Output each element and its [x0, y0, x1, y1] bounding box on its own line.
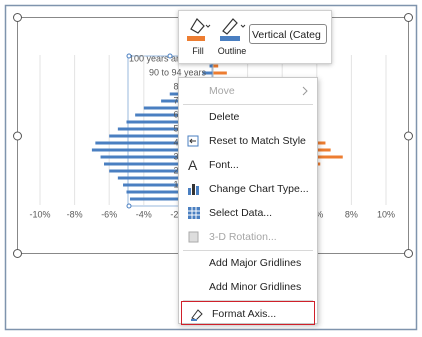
context-menu: Move Delete Reset to Match Style A Font... Ch…: [178, 77, 318, 325]
outline-icon[interactable]: [217, 15, 247, 45]
menu-label: Add Major Gridlines: [209, 257, 302, 269]
menu-label: Font...: [209, 159, 239, 171]
y-tick-label: 90 to 94 years: [149, 67, 207, 77]
submenu-arrow: [302, 86, 308, 96]
handle[interactable]: [13, 13, 22, 22]
menu-label: Change Chart Type...: [209, 183, 309, 195]
axis-handle: [167, 53, 173, 59]
fill-icon[interactable]: [185, 15, 211, 45]
dropdown-text: Vertical (Categ: [252, 29, 321, 41]
x-tick-label: 10%: [377, 209, 395, 219]
menu-label: Delete: [209, 111, 240, 123]
menu-icon: [188, 231, 199, 243]
bar: [202, 71, 213, 75]
menu-separator: [183, 250, 313, 251]
menu-label: Format Axis...: [212, 308, 277, 320]
bar: [123, 183, 213, 187]
handle[interactable]: [404, 131, 413, 141]
menu-separator: [183, 104, 313, 105]
outline-label[interactable]: Outline: [217, 46, 247, 56]
menu-label: Select Data...: [209, 207, 273, 219]
menu-item[interactable]: Format Axis...: [181, 301, 315, 325]
x-tick-label: 8%: [345, 209, 358, 219]
bar: [209, 64, 213, 68]
svg-text:A: A: [188, 158, 198, 172]
bar: [117, 176, 213, 180]
menu-item[interactable]: Add Major Gridlines: [179, 251, 317, 275]
handles: [13, 13, 413, 258]
menu-icon: [188, 207, 200, 219]
menu-item[interactable]: Reset to Match Style: [179, 129, 317, 153]
handle[interactable]: [13, 249, 22, 258]
bar: [135, 113, 213, 117]
bar: [126, 190, 213, 194]
menu-item[interactable]: Select Data...: [179, 201, 317, 225]
y-tick-label: 100 years and over: [129, 53, 206, 63]
x-tick-label: -10%: [29, 209, 50, 219]
menu-label: Move: [209, 85, 235, 97]
bar: [91, 148, 213, 152]
menu-item[interactable]: A Font...: [179, 153, 317, 177]
axis-handle: [126, 53, 132, 59]
menu-item: Move: [179, 79, 317, 103]
menu-item[interactable]: Delete: [179, 105, 317, 129]
handle[interactable]: [13, 131, 22, 141]
bar: [109, 134, 213, 138]
bar: [109, 169, 213, 173]
menu-icon: [188, 184, 199, 195]
bar: [126, 120, 213, 124]
window-border: [4, 4, 418, 331]
handle[interactable]: [404, 249, 413, 258]
menu-icon: [191, 309, 203, 321]
fill-label[interactable]: Fill: [192, 46, 204, 56]
menu-icon: [187, 135, 199, 147]
menu-label: Add Minor Gridlines: [209, 281, 302, 293]
x-tick-label: -8%: [67, 209, 83, 219]
handle[interactable]: [404, 13, 413, 22]
bar: [213, 71, 227, 75]
bar: [117, 127, 213, 131]
bar: [95, 141, 213, 145]
x-tick-label: -4%: [136, 209, 152, 219]
menu-label: 3-D Rotation...: [209, 231, 277, 243]
axis-handle: [126, 203, 132, 209]
bar: [129, 197, 213, 201]
element-dropdown[interactable]: Vertical (Categ: [249, 24, 327, 44]
menu-item[interactable]: Change Chart Type...: [179, 177, 317, 201]
x-tick-label: -6%: [101, 209, 117, 219]
menu-item: 3-D Rotation...: [179, 225, 317, 249]
bar: [104, 162, 213, 166]
menu-separator: [183, 300, 313, 301]
menu-icon: A: [188, 158, 198, 172]
mini-toolbar: Fill Outline Vertical (Categ: [178, 10, 332, 64]
bar: [213, 64, 219, 68]
bar: [100, 155, 213, 159]
menu-item[interactable]: Add Minor Gridlines: [179, 275, 317, 299]
menu-label: Reset to Match Style: [209, 135, 306, 147]
